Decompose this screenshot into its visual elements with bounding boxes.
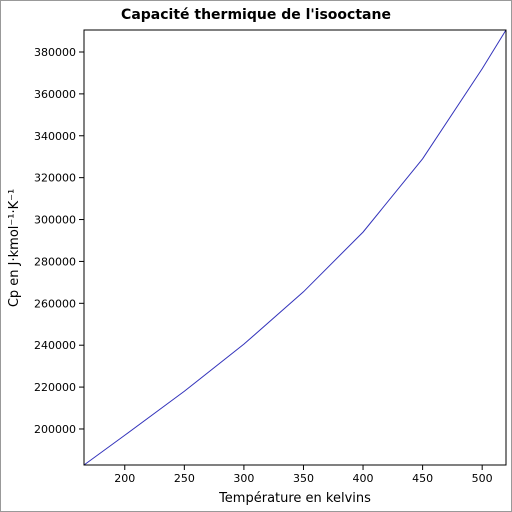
data-line — [83, 29, 507, 466]
y-tick-label: 220000 — [34, 381, 76, 394]
x-tick-label: 300 — [233, 472, 254, 485]
x-tick-label: 450 — [412, 472, 433, 485]
y-tick-label: 260000 — [34, 297, 76, 310]
y-tick-label: 240000 — [34, 339, 76, 352]
x-axis-label: Température en kelvins — [218, 491, 371, 506]
y-tick-label: 340000 — [34, 130, 76, 143]
x-tick-label: 500 — [472, 472, 493, 485]
chart-title: Capacité thermique de l'isooctane — [121, 7, 391, 23]
y-tick-label: 360000 — [34, 88, 76, 101]
y-axis-label: Cp en J·kmol⁻¹·K⁻¹ — [7, 189, 22, 307]
x-tick-label: 250 — [174, 472, 195, 485]
y-tick-label: 280000 — [34, 255, 76, 268]
y-tick-label: 200000 — [34, 423, 76, 436]
y-tick-label: 300000 — [34, 214, 76, 227]
x-tick-label: 350 — [293, 472, 314, 485]
y-tick-label: 380000 — [34, 46, 76, 59]
x-tick-label: 200 — [114, 472, 135, 485]
x-tick-label: 400 — [353, 472, 374, 485]
y-tick-label: 320000 — [34, 172, 76, 185]
plot-frame — [83, 29, 507, 466]
